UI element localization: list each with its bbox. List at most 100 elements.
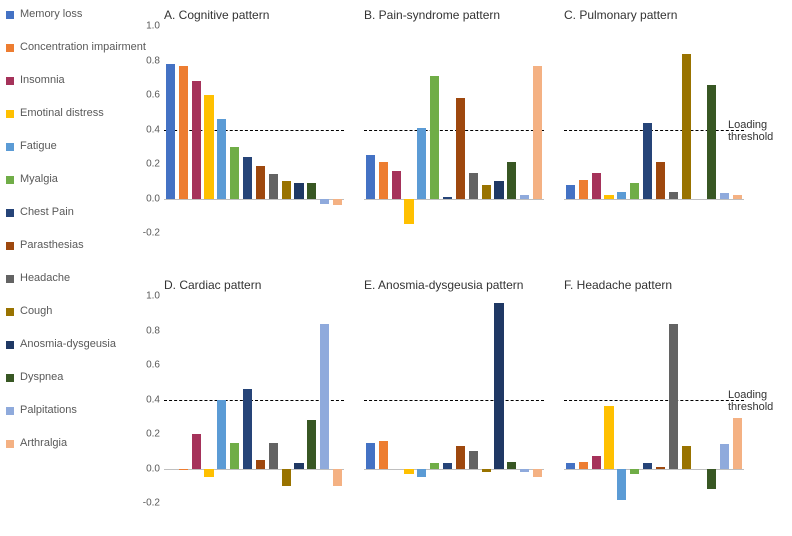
chart-area: -0.20.00.20.40.60.81.0 [164, 296, 344, 503]
bar [307, 183, 316, 199]
bar [443, 463, 452, 468]
legend-item: Headache [6, 272, 154, 285]
chart-area [564, 26, 744, 233]
legend-label: Concentration impairment [20, 41, 146, 54]
chart-panel: E. Anosmia-dysgeusia pattern [364, 278, 552, 503]
legend-item: Palpitations [6, 404, 154, 417]
legend-item: Emotinal distress [6, 107, 154, 120]
chart-grid: A. Cognitive pattern-0.20.00.20.40.60.81… [164, 0, 776, 536]
legend-label: Emotinal distress [20, 107, 104, 120]
legend-label: Arthralgia [20, 437, 67, 450]
legend: Memory lossConcentration impairmentInsom… [6, 8, 154, 470]
y-tick-label: 0.6 [136, 360, 160, 371]
bar [256, 460, 265, 469]
bar [630, 469, 639, 474]
bar [379, 441, 388, 469]
bar [733, 418, 742, 468]
y-tick-label: 0.6 [136, 90, 160, 101]
y-tick-label: 1.0 [136, 291, 160, 302]
legend-swatch [6, 176, 14, 184]
bar [643, 123, 652, 199]
zero-line [564, 469, 744, 470]
bar [579, 180, 588, 199]
bar [617, 192, 626, 199]
legend-label: Headache [20, 272, 70, 285]
bar [404, 469, 413, 474]
legend-swatch [6, 341, 14, 349]
legend-swatch [6, 44, 14, 52]
threshold-line [364, 130, 544, 131]
bar [592, 456, 601, 468]
bar [720, 193, 729, 198]
bar [379, 162, 388, 198]
chart-area: -0.20.00.20.40.60.81.0 [164, 26, 344, 233]
bar [192, 434, 201, 469]
bar [443, 197, 452, 199]
bar [333, 469, 342, 486]
y-tick-label: 0.8 [136, 55, 160, 66]
bar [520, 195, 529, 198]
y-tick-label: 0.0 [136, 463, 160, 474]
legend-swatch [6, 143, 14, 151]
legend-swatch [6, 374, 14, 382]
bar [630, 183, 639, 199]
bar [566, 185, 575, 199]
zero-line [164, 469, 344, 470]
bar [592, 173, 601, 199]
bar [307, 420, 316, 468]
bar [533, 66, 542, 199]
bar [230, 147, 239, 199]
y-tick-label: -0.2 [136, 228, 160, 239]
legend-label: Fatigue [20, 140, 57, 153]
bar [243, 157, 252, 198]
bar [707, 469, 716, 490]
bar [579, 462, 588, 469]
legend-swatch [6, 209, 14, 217]
bar [217, 119, 226, 198]
bar [533, 469, 542, 478]
y-tick-label: 0.2 [136, 429, 160, 440]
bar [333, 199, 342, 206]
legend-item: Parasthesias [6, 239, 154, 252]
legend-swatch [6, 407, 14, 415]
bar [656, 467, 665, 469]
bar [733, 195, 742, 198]
zero-line [164, 199, 344, 200]
bar [507, 162, 516, 198]
y-tick-label: -0.2 [136, 498, 160, 509]
bar [256, 166, 265, 199]
bar [682, 54, 691, 199]
threshold-line [164, 400, 344, 401]
bar [320, 199, 329, 204]
threshold-label: Loading threshold [728, 119, 773, 143]
bar [366, 443, 375, 469]
bar [656, 162, 665, 198]
legend-swatch [6, 242, 14, 250]
bar [217, 400, 226, 469]
bar [282, 181, 291, 198]
legend-swatch [6, 110, 14, 118]
legend-label: Insomnia [20, 74, 65, 87]
zero-line [364, 469, 544, 470]
chart-panel: C. Pulmonary pattern [564, 8, 752, 233]
bar [366, 155, 375, 198]
bar [669, 324, 678, 469]
legend-swatch [6, 11, 14, 19]
threshold-label: Loading threshold [728, 389, 773, 413]
bar [682, 446, 691, 468]
y-tick-label: 0.8 [136, 325, 160, 336]
bar [566, 463, 575, 468]
bar [494, 181, 503, 198]
bar [294, 183, 303, 199]
threshold-line [564, 130, 744, 131]
chart-panel: F. Headache pattern [564, 278, 752, 503]
bar [166, 64, 175, 199]
legend-label: Dyspnea [20, 371, 63, 384]
bar [417, 128, 426, 199]
legend-swatch [6, 275, 14, 283]
chart-panel: B. Pain-syndrome pattern [364, 8, 552, 233]
bar [643, 463, 652, 468]
y-tick-label: 0.4 [136, 394, 160, 405]
bar [720, 444, 729, 468]
bar [520, 469, 529, 472]
